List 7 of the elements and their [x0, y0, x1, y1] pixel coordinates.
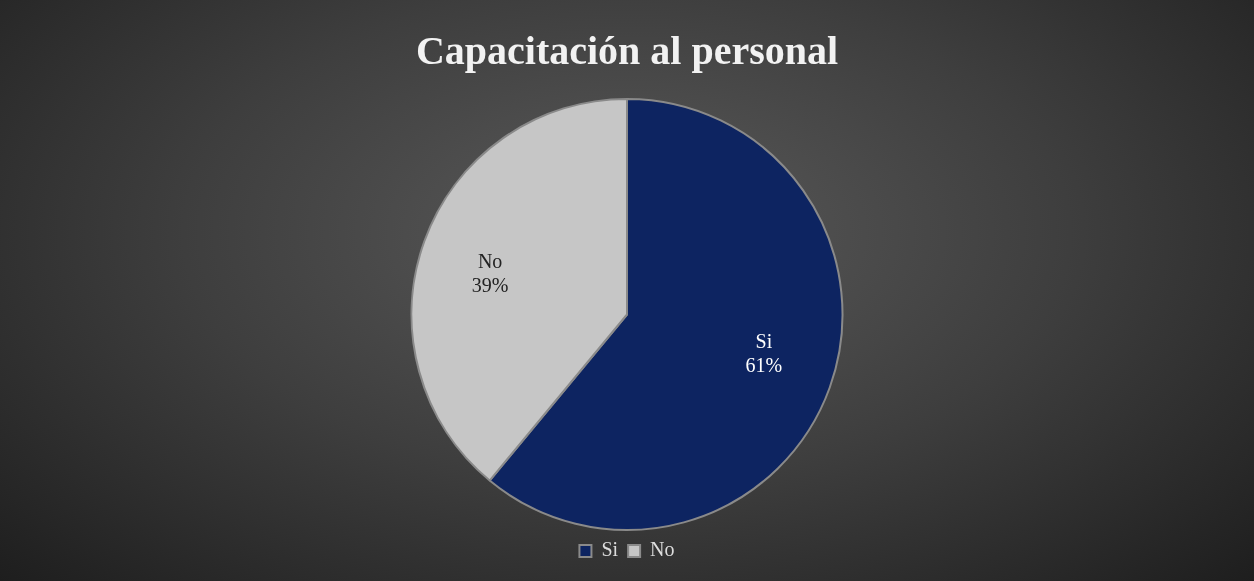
legend-label: Si — [601, 538, 619, 561]
slice-label: No — [477, 249, 503, 272]
legend-label: No — [650, 538, 675, 561]
chart-title: Capacitación al personal — [415, 28, 839, 74]
slice-label: Si — [755, 329, 773, 352]
data-label: 61% — [745, 353, 783, 376]
data-label: 39% — [471, 273, 509, 296]
